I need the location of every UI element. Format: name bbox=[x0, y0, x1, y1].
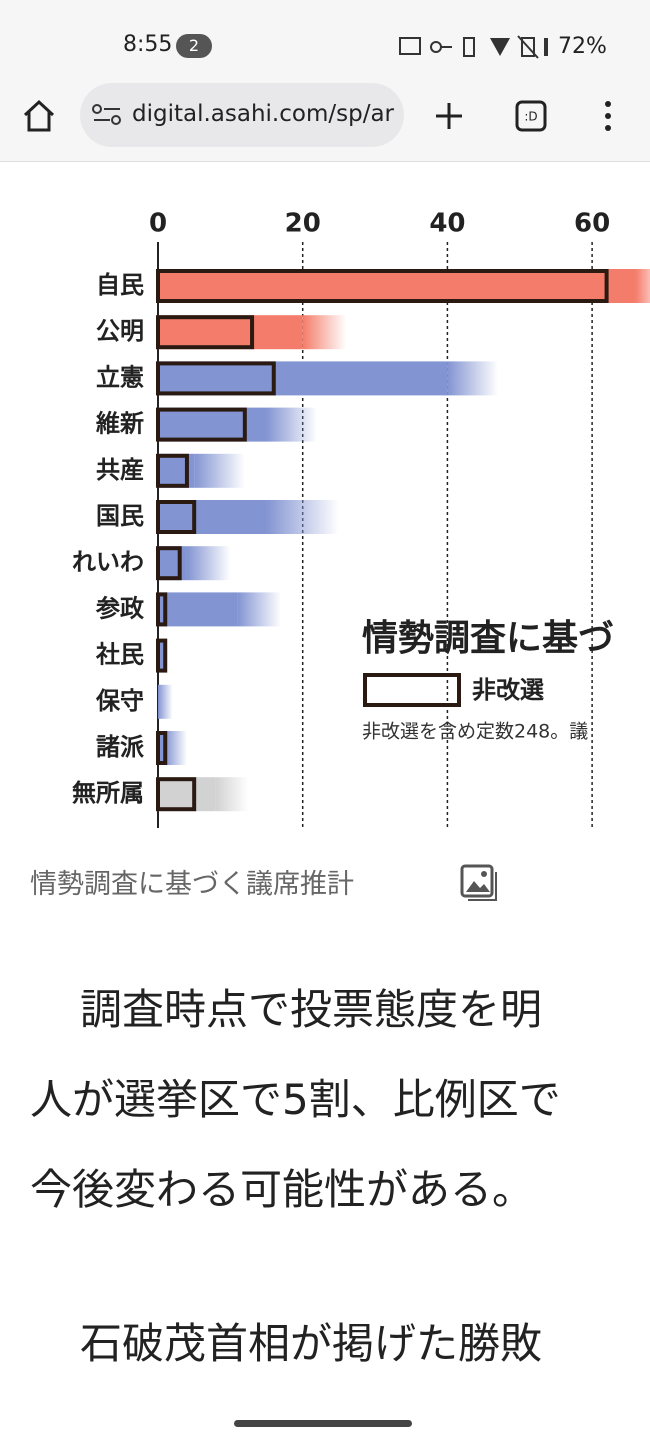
estimate-range bbox=[237, 592, 281, 627]
y-tick-label: 無所属 bbox=[72, 779, 144, 807]
article-line: 石破茂首相が掲げた勝敗 bbox=[80, 1319, 543, 1368]
y-tick-label: 保守 bbox=[95, 687, 144, 715]
estimate-solid bbox=[158, 592, 238, 627]
estimate-range bbox=[266, 500, 339, 534]
gesture-bar bbox=[234, 1420, 412, 1427]
non-reelection-box bbox=[156, 500, 197, 534]
non-reelection-box bbox=[156, 592, 168, 627]
y-tick-label: 共産 bbox=[96, 456, 144, 484]
article-line: 調査時点で投票態度を明 bbox=[80, 985, 543, 1034]
y-tick-label: 国民 bbox=[96, 502, 144, 530]
url: digital.asahi.com/sp/ar bbox=[132, 101, 394, 127]
non-reelection-box bbox=[156, 315, 255, 350]
estimate-range bbox=[215, 777, 249, 812]
home-button[interactable] bbox=[22, 99, 56, 133]
notification-count: 2 bbox=[176, 34, 212, 58]
article-line: 今後変わる可能性がある。 bbox=[30, 1165, 535, 1214]
estimate-range bbox=[447, 361, 499, 396]
estimate-range bbox=[165, 731, 187, 765]
non-reelection-box bbox=[156, 731, 168, 765]
chart-title: 情勢調査に基づ bbox=[362, 618, 614, 659]
y-tick-label: 諸派 bbox=[96, 733, 144, 761]
x-tick-label: 0 bbox=[149, 209, 167, 239]
y-tick-label: 公明 bbox=[96, 317, 144, 345]
site-settings[interactable] bbox=[92, 103, 122, 127]
menu-button[interactable] bbox=[598, 99, 618, 133]
legend-swatch bbox=[363, 673, 461, 707]
browser-toolbar: digital.asahi.com/sp/ar :D bbox=[0, 75, 650, 162]
non-reelection-box bbox=[156, 361, 276, 396]
chart-note: 非改選を含め定数248。議 bbox=[362, 721, 588, 743]
address-bar[interactable]: digital.asahi.com/sp/ar bbox=[80, 83, 404, 147]
status-icons bbox=[399, 35, 548, 59]
image-icon[interactable] bbox=[460, 864, 498, 902]
non-reelection-box bbox=[156, 777, 197, 812]
y-tick-label: 参政 bbox=[95, 594, 144, 622]
legend-label: 非改選 bbox=[472, 676, 544, 704]
battery: 72% bbox=[558, 34, 607, 59]
y-tick-label: 自民 bbox=[96, 271, 144, 299]
new-tab-button[interactable] bbox=[432, 99, 466, 133]
time: 8:55 bbox=[123, 32, 173, 57]
x-tick-label: 40 bbox=[429, 209, 465, 239]
y-tick-label: れいわ bbox=[72, 548, 144, 576]
non-reelection-box bbox=[156, 546, 182, 581]
estimate-range bbox=[186, 546, 231, 581]
y-tick-label: 維新 bbox=[96, 410, 144, 438]
non-reelection-box bbox=[156, 453, 189, 488]
estimate-range bbox=[302, 315, 347, 350]
x-tick-label: 20 bbox=[285, 209, 321, 239]
tabs-button[interactable]: :D bbox=[514, 99, 548, 133]
estimate-range bbox=[635, 269, 650, 303]
non-reelection-box bbox=[156, 269, 609, 303]
x-tick-label: 60 bbox=[574, 209, 610, 239]
estimate-range bbox=[266, 407, 318, 442]
article-line: 人が選挙区で5割、比例区で bbox=[30, 1075, 561, 1124]
estimate-range bbox=[158, 684, 173, 719]
y-tick-label: 社民 bbox=[95, 641, 144, 669]
svg-text::D: :D bbox=[524, 110, 537, 124]
non-reelection-box bbox=[156, 638, 168, 673]
non-reelection-box bbox=[156, 407, 247, 442]
estimate-range bbox=[194, 453, 245, 488]
image-caption: 情勢調査に基づく議席推計 bbox=[30, 869, 354, 900]
status-bar: 8:55 2 72% bbox=[0, 0, 650, 75]
y-tick-label: 立憲 bbox=[96, 363, 144, 391]
